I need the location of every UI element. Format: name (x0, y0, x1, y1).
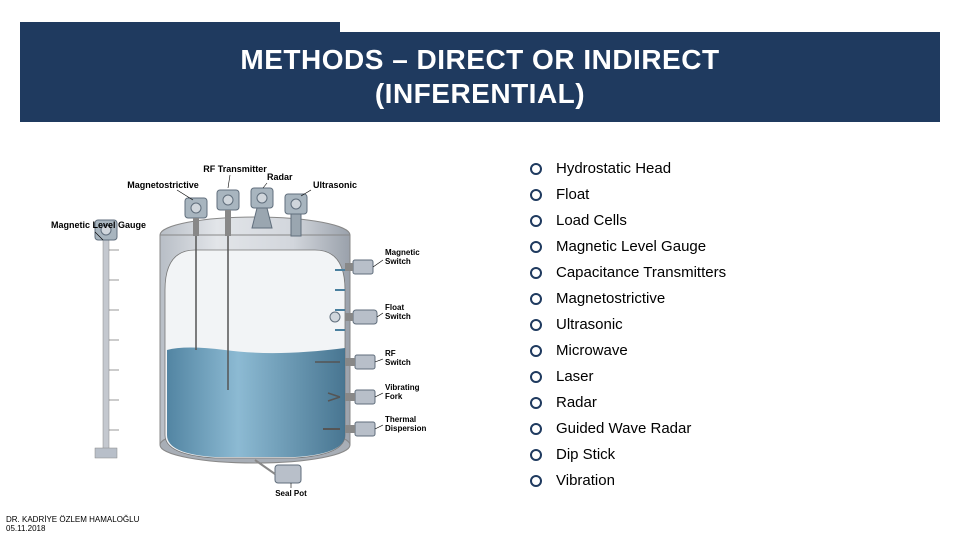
list-item-label: Guided Wave Radar (556, 420, 691, 437)
label-rf-transmitter: RF Transmitter (203, 164, 267, 174)
bullet-icon (530, 293, 542, 305)
bullet-icon (530, 397, 542, 409)
list-item: Microwave (530, 342, 940, 359)
bullet-icon (530, 241, 542, 253)
list-item-label: Capacitance Transmitters (556, 264, 726, 281)
list-item-label: Radar (556, 394, 597, 411)
list-item-label: Magnetic Level Gauge (556, 238, 706, 255)
bullet-icon (530, 345, 542, 357)
bullet-icon (530, 423, 542, 435)
bullet-icon (530, 319, 542, 331)
list-item: Capacitance Transmitters (530, 264, 940, 281)
bullet-icon (530, 215, 542, 227)
footer-credit: DR. KADRİYE ÖZLEM HAMALOĞLU 05.11.2018 (6, 515, 139, 534)
list-item-label: Dip Stick (556, 446, 615, 463)
list-item-label: Load Cells (556, 212, 627, 229)
label-radar: Radar (267, 172, 293, 182)
content-row: RF Transmitter Magnetostrictive Radar Ul… (0, 140, 960, 510)
list-item: Radar (530, 394, 940, 411)
footer-date: 05.11.2018 (6, 524, 139, 534)
list-item: Load Cells (530, 212, 940, 229)
label-seal-pot: Seal Pot (275, 489, 307, 498)
list-item: Laser (530, 368, 940, 385)
label-ultrasonic: Ultrasonic (313, 180, 357, 190)
list-item-label: Microwave (556, 342, 628, 359)
list-item-label: Magnetostrictive (556, 290, 665, 307)
list-item: Guided Wave Radar (530, 420, 940, 437)
list-item: Hydrostatic Head (530, 160, 940, 177)
label-magnetic-level-gauge: Magnetic Level Gauge (51, 220, 146, 230)
footer-author: DR. KADRİYE ÖZLEM HAMALOĞLU (6, 515, 139, 525)
list-item: Float (530, 186, 940, 203)
methods-list-column: Hydrostatic Head Float Load Cells Magnet… (520, 140, 960, 510)
bullet-icon (530, 371, 542, 383)
list-item: Magnetic Level Gauge (530, 238, 940, 255)
list-item: Vibration (530, 472, 940, 489)
svg-text:Magnetic Switch: Magnetic Switch (385, 248, 422, 266)
list-item: Ultrasonic (530, 316, 940, 333)
tank-diagram: RF Transmitter Magnetostrictive Radar Ul… (45, 150, 475, 500)
list-item-label: Vibration (556, 472, 615, 489)
list-item-label: Laser (556, 368, 594, 385)
label-magnetostrictive: Magnetostrictive (127, 180, 199, 190)
bullet-icon (530, 475, 542, 487)
bullet-icon (530, 267, 542, 279)
svg-text:Float Switch: Float Switch (385, 303, 411, 321)
methods-list: Hydrostatic Head Float Load Cells Magnet… (530, 160, 940, 489)
list-item-label: Float (556, 186, 589, 203)
header: METHODS – DIRECT OR INDIRECT (INFERENTIA… (0, 0, 960, 130)
list-item-label: Ultrasonic (556, 316, 623, 333)
svg-text:Vibrating Fork: Vibrating Fork (385, 383, 422, 401)
list-item: Dip Stick (530, 446, 940, 463)
svg-text:Thermal Dispersion: Thermal Dispersion (385, 415, 426, 433)
bullet-icon (530, 189, 542, 201)
title-line-1: METHODS – DIRECT OR INDIRECT (240, 44, 719, 75)
title-line-2: (INFERENTIAL) (375, 78, 585, 109)
svg-text:RF Switch: RF Switch (385, 349, 411, 367)
figure-column: RF Transmitter Magnetostrictive Radar Ul… (0, 140, 520, 510)
list-item: Magnetostrictive (530, 290, 940, 307)
bullet-icon (530, 449, 542, 461)
list-item-label: Hydrostatic Head (556, 160, 671, 177)
bullet-icon (530, 163, 542, 175)
slide-title: METHODS – DIRECT OR INDIRECT (INFERENTIA… (240, 43, 719, 110)
title-band: METHODS – DIRECT OR INDIRECT (INFERENTIA… (20, 32, 940, 122)
header-accent (20, 22, 340, 32)
